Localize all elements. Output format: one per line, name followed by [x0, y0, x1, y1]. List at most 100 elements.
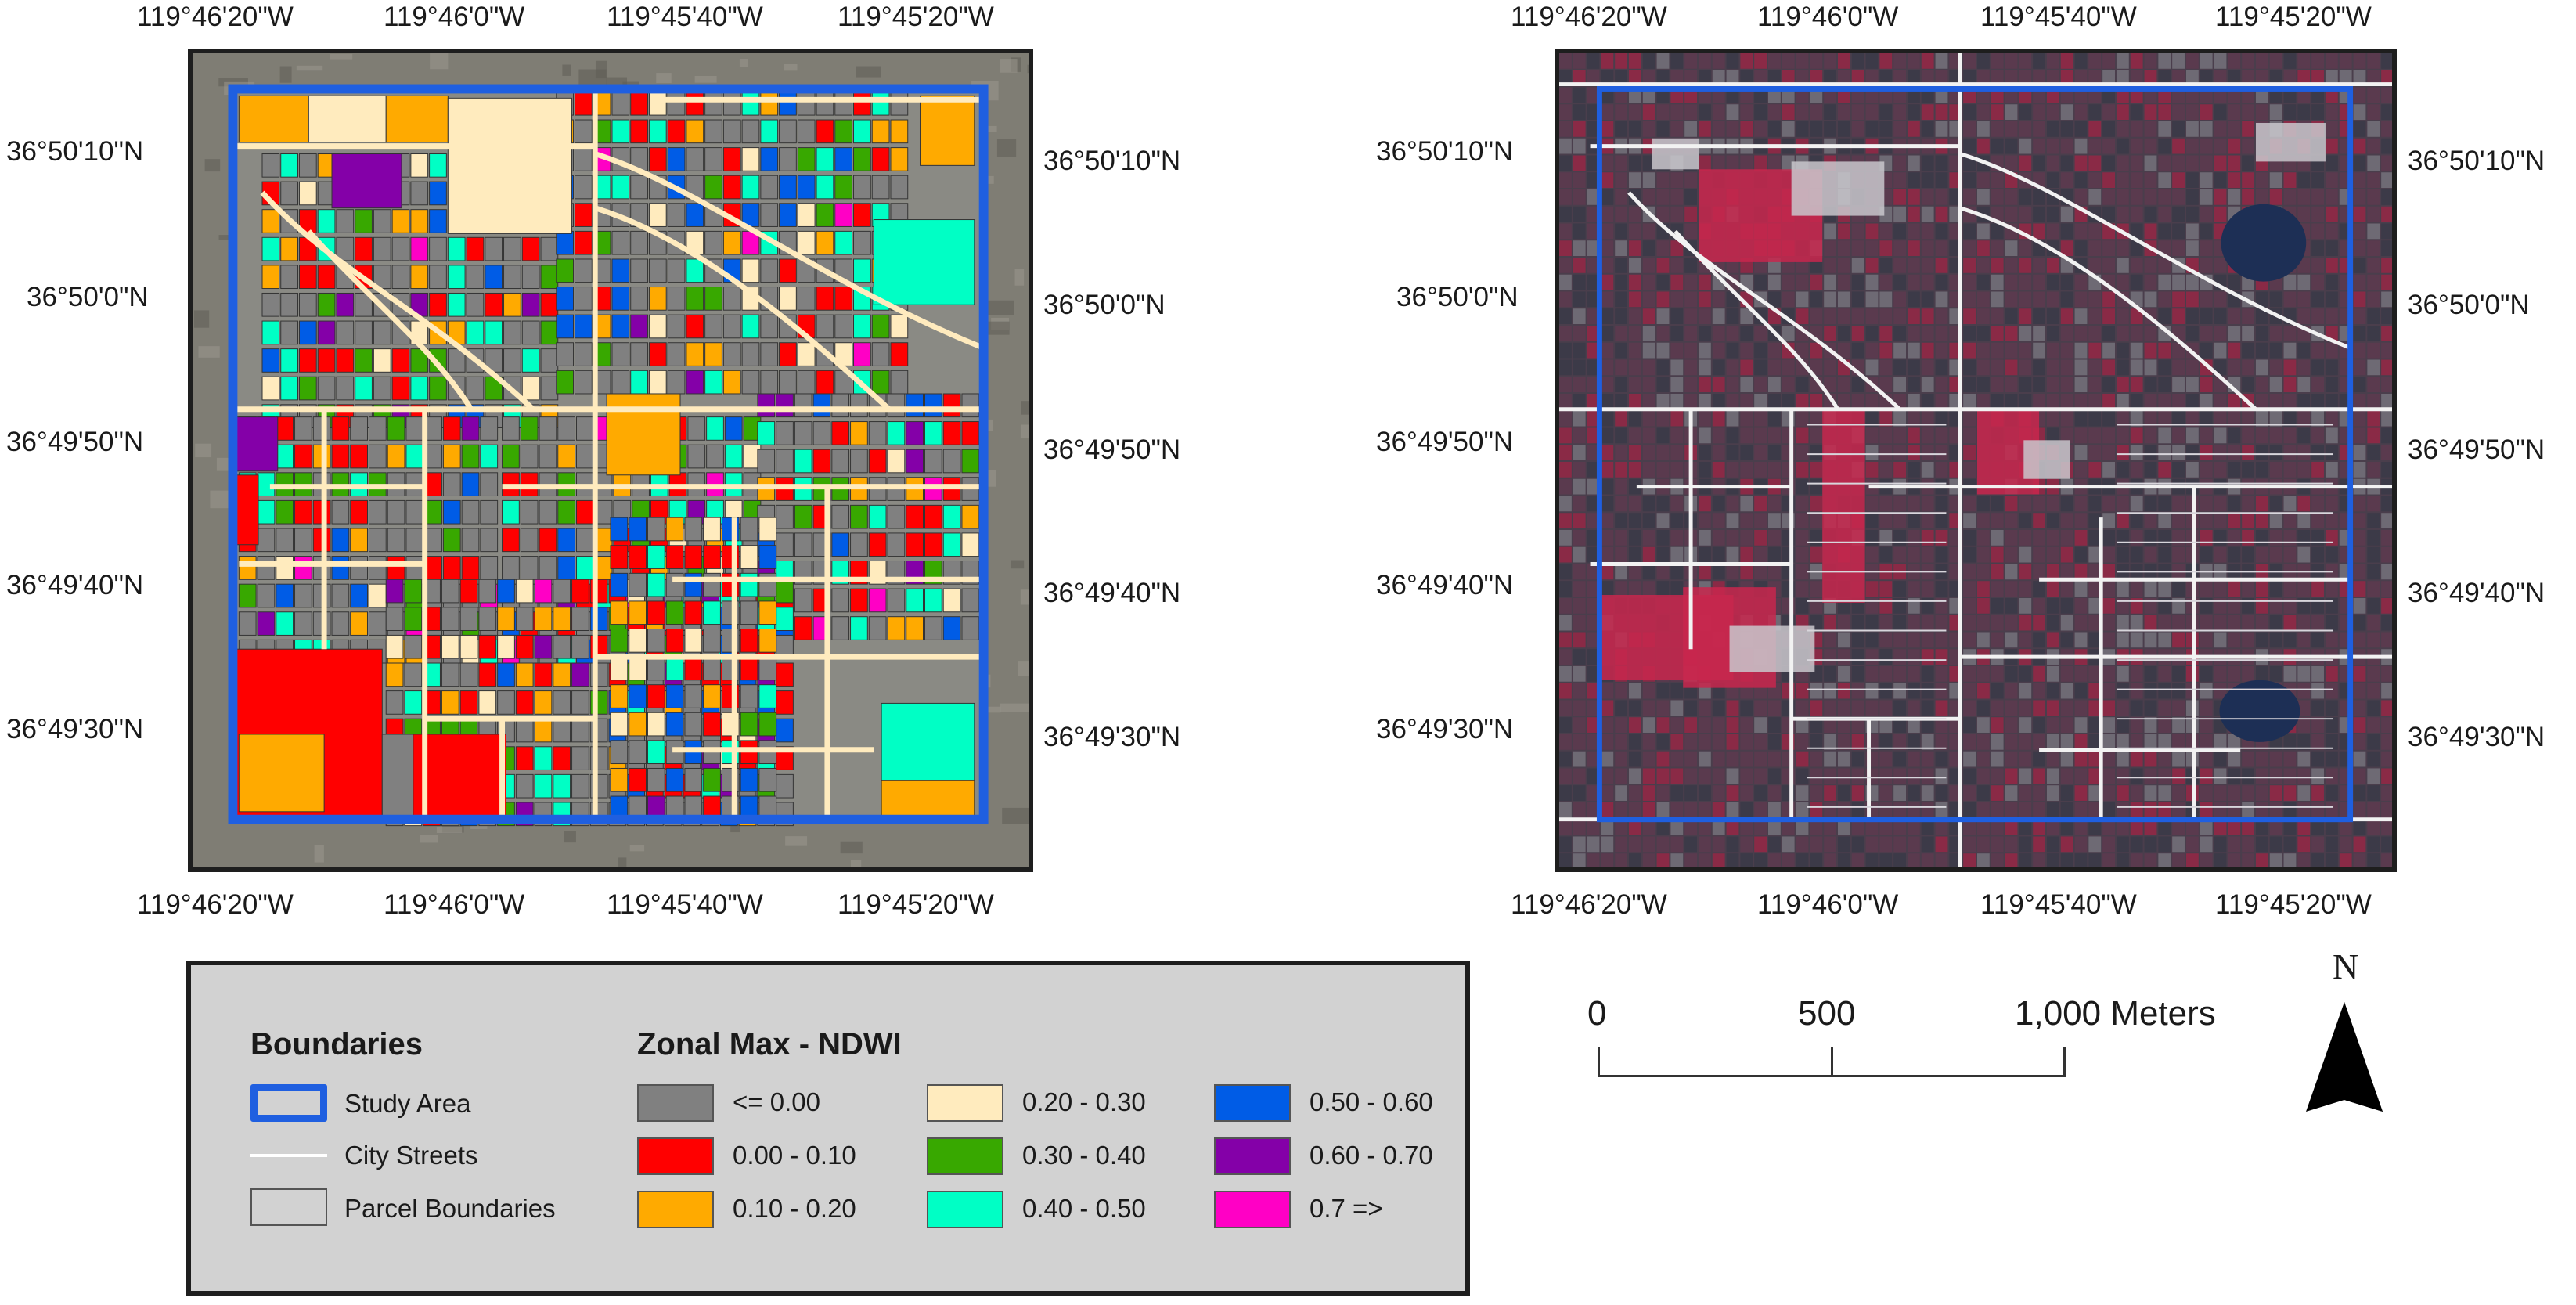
imagery-pixel	[1767, 700, 1781, 716]
imagery-pixel	[1642, 496, 1655, 512]
imagery-pixel	[1851, 342, 1864, 359]
parcel	[539, 528, 557, 553]
imagery-pixel	[1921, 274, 1934, 290]
left-lat-right-tick-5: 36°49'30"N	[1043, 722, 1181, 752]
imagery-pixel	[1976, 819, 1990, 835]
imagery-pixel	[1559, 410, 1572, 427]
imagery-pixel	[1587, 700, 1600, 716]
parcel-zone	[920, 95, 975, 166]
imagery-pixel	[1642, 172, 1655, 189]
parcel	[387, 444, 405, 469]
imagery-pixel	[1991, 785, 2004, 801]
imagery-pixel	[2311, 104, 2324, 121]
imagery-pixel	[1698, 121, 1711, 137]
right-lat-right-tick-4: 36°49'40"N	[2408, 578, 2545, 608]
imagery-pixel	[1921, 632, 1934, 648]
imagery-pixel	[1684, 172, 1698, 189]
imagery-pixel	[1879, 632, 1893, 648]
imagery-pixel	[1559, 359, 1572, 376]
imagery-pixel	[2353, 802, 2366, 818]
imagery-pixel	[1615, 70, 1628, 86]
parcel	[706, 416, 724, 441]
imagery-pixel	[2074, 615, 2088, 631]
imagery-pixel	[1976, 768, 1990, 784]
parcel	[405, 499, 424, 525]
imagery-pixel	[2074, 155, 2088, 171]
parcel	[871, 342, 890, 366]
imagery-pixel	[2325, 206, 2338, 222]
imagery-pixel	[2088, 359, 2102, 376]
imagery-pixel	[2074, 717, 2088, 733]
imagery-pixel	[1907, 377, 1920, 393]
imagery-pixel	[2088, 853, 2102, 867]
parcel	[368, 528, 387, 553]
imagery-pixel	[1754, 325, 1767, 341]
imagery-pixel	[2214, 513, 2227, 528]
imagery-pixel	[2381, 819, 2392, 835]
imagery-pixel	[2255, 325, 2268, 341]
imagery-pixel	[2200, 342, 2213, 359]
city-street	[306, 229, 474, 411]
imagery-pixel	[2228, 529, 2241, 546]
imagery-pixel	[1782, 155, 1795, 171]
imagery-pixel	[2130, 683, 2143, 699]
imagery-pixel	[1601, 802, 1614, 818]
imagery-pixel	[1642, 683, 1655, 699]
imagery-pixel	[2158, 53, 2171, 69]
imagery-pixel	[1810, 53, 1823, 69]
imagery-pixel	[2060, 240, 2073, 257]
parcel	[887, 504, 906, 529]
imagery-pixel	[1767, 155, 1781, 171]
left-lat-tick-3: 36°49'50"N	[6, 427, 144, 457]
imagery-pixel	[1726, 121, 1739, 137]
imagery-pixel	[1615, 513, 1628, 528]
imagery-pixel	[2033, 529, 2045, 546]
parcel	[961, 532, 980, 557]
imagery-pixel	[2033, 206, 2045, 222]
imagery-pixel	[2019, 121, 2032, 137]
parcel	[385, 662, 404, 687]
imagery-pixel	[1907, 410, 1920, 427]
imagery-pixel	[2381, 615, 2392, 631]
imagery-pixel	[2214, 785, 2227, 801]
parcel	[890, 119, 909, 144]
parcel	[961, 616, 980, 640]
parcel	[317, 265, 336, 290]
imagery-pixel	[1712, 410, 1725, 427]
imagery-pixel	[1991, 546, 2004, 563]
imagery-pixel	[1726, 377, 1739, 393]
imagery-pixel	[1559, 257, 1572, 273]
imagery-pixel	[2242, 513, 2254, 528]
imagery-pixel	[2311, 291, 2324, 308]
imagery-pixel	[1573, 700, 1586, 716]
imagery-pixel	[1796, 496, 1809, 512]
imagery-pixel	[2144, 189, 2157, 205]
imagery-pixel	[2116, 836, 2129, 853]
imagery-pixel	[1796, 700, 1809, 716]
parcel	[515, 662, 534, 687]
imagery-pixel	[2185, 393, 2199, 409]
imagery-pixel	[1601, 342, 1614, 359]
parcel	[647, 712, 665, 737]
imagery-pixel	[1615, 121, 1628, 137]
imagery-pixel	[1963, 615, 1976, 631]
imagery-pixel	[2228, 734, 2241, 750]
imagery-pixel	[2269, 342, 2282, 359]
imagery-pixel	[2172, 768, 2185, 784]
imagery-pixel	[1559, 104, 1572, 121]
imagery-texture	[430, 53, 449, 70]
imagery-pixel	[1559, 206, 1572, 222]
imagery-pixel	[2242, 785, 2254, 801]
imagery-pixel	[2116, 325, 2129, 341]
parcel	[575, 119, 593, 144]
imagery-pixel	[1893, 325, 1907, 341]
imagery-pixel	[2060, 155, 2073, 171]
imagery-pixel	[2283, 836, 2297, 853]
north-arrow-icon	[2306, 1002, 2383, 1112]
imagery-pixel	[2269, 461, 2282, 478]
imagery-pixel	[1935, 546, 1948, 563]
ndwi-class-swatch	[927, 1084, 1003, 1122]
imagery-texture	[694, 76, 717, 83]
parcel	[722, 175, 741, 200]
parcel	[647, 684, 665, 708]
